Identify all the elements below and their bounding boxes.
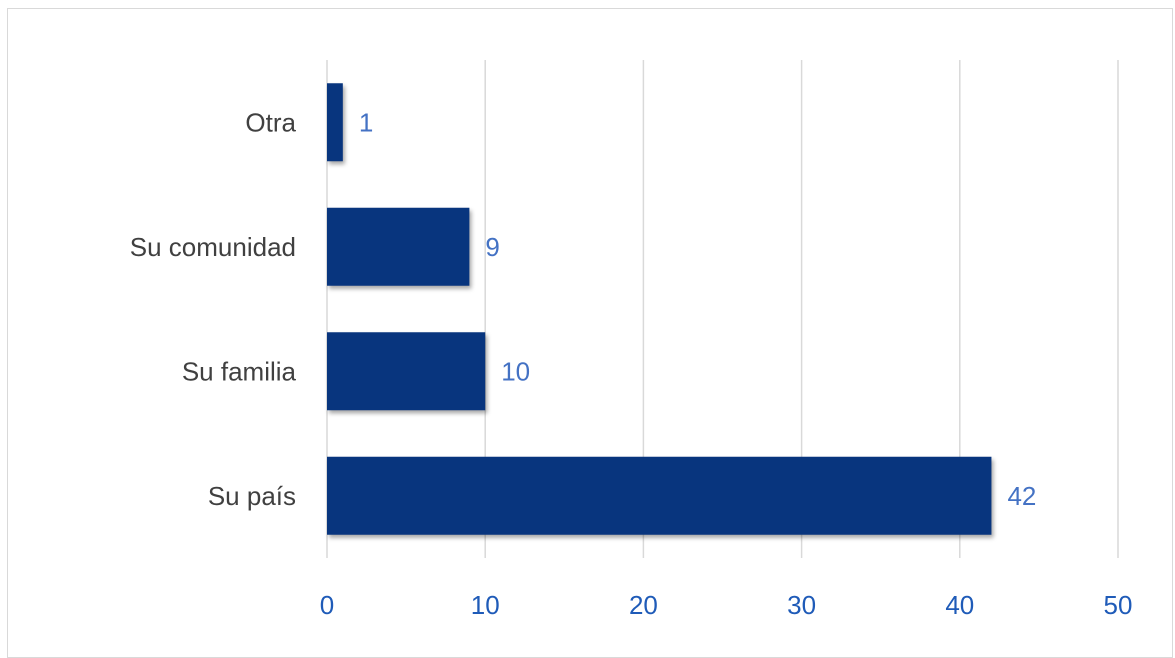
bar-2: [327, 332, 486, 411]
bar-0: [327, 83, 343, 162]
x-tick-label: 20: [629, 590, 658, 620]
data-label: 42: [1007, 481, 1036, 511]
x-tick-label: 50: [1104, 590, 1133, 620]
x-tick-label: 10: [471, 590, 500, 620]
category-label: Su familia: [182, 356, 297, 386]
data-label: 10: [501, 356, 530, 386]
category-label: Otra: [245, 107, 296, 137]
x-tick-label: 30: [787, 590, 816, 620]
chart-frame: [7, 8, 1173, 658]
bar-1: [327, 207, 470, 286]
bar-layer: [327, 83, 992, 535]
data-label: 1: [359, 107, 373, 137]
data-label: 9: [485, 232, 499, 262]
category-label: Su comunidad: [130, 232, 296, 262]
category-label: Su país: [208, 481, 296, 511]
x-tick-label: 0: [320, 590, 334, 620]
label-layer: 0 10 20 30 40 50 Otra 1 Su comunidad 9 Su familia 1…: [130, 107, 1133, 620]
x-tick-label: 40: [945, 590, 974, 620]
bar-3: [327, 456, 992, 535]
